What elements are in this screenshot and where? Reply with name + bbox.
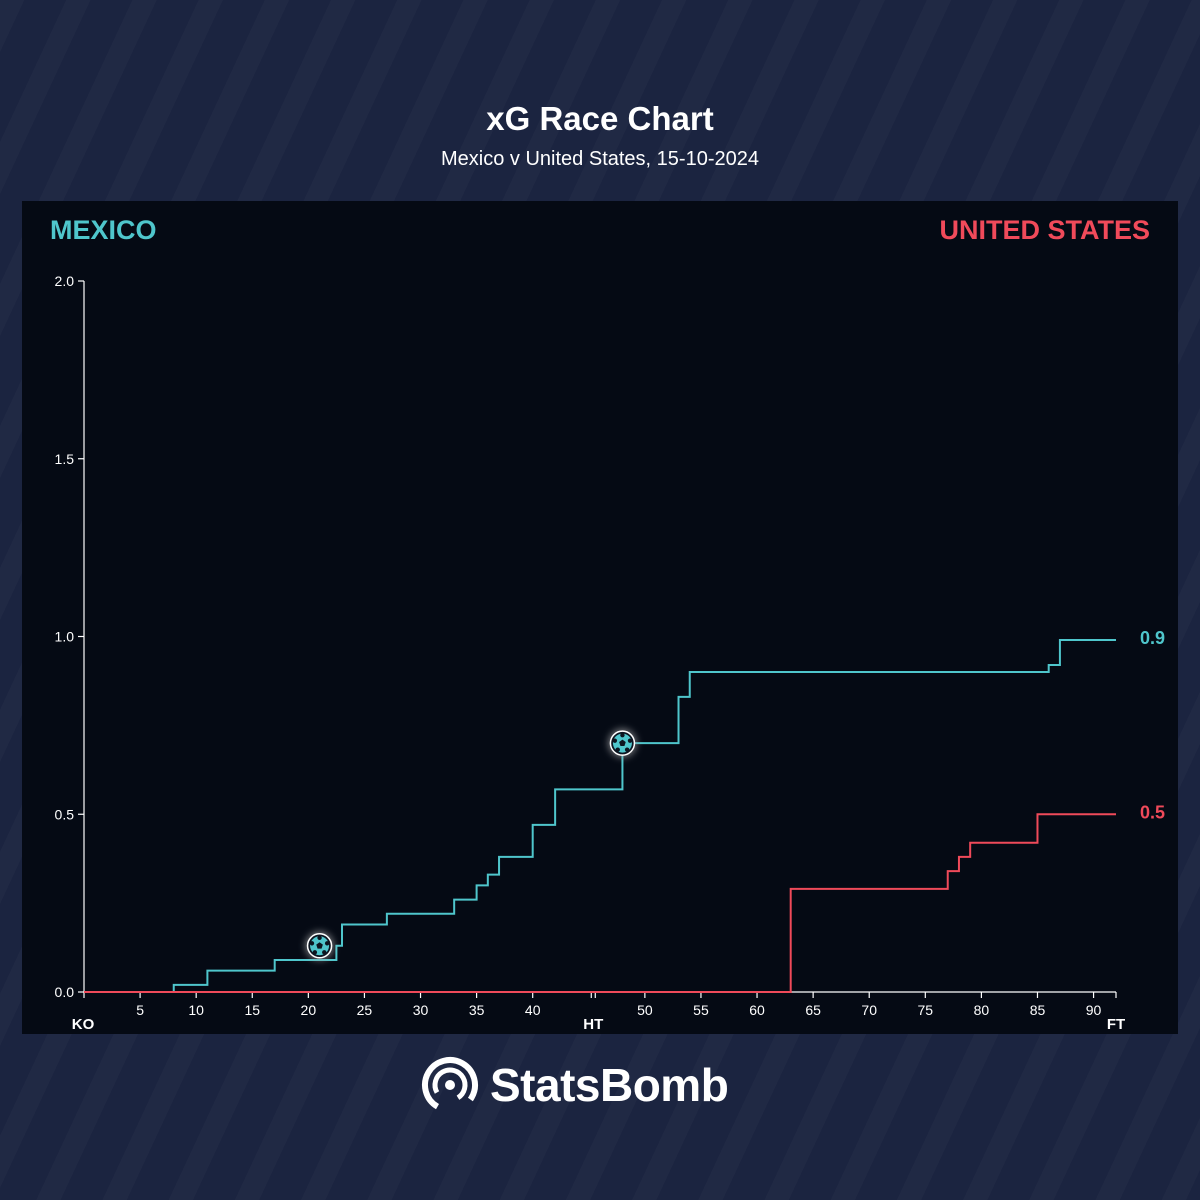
statsbomb-logo-icon [422, 1057, 478, 1113]
x-tick-label: 40 [525, 1002, 541, 1018]
x-tick-label: 75 [918, 1002, 934, 1018]
goal-ball-patch [312, 950, 318, 955]
goal-ball-patch [324, 941, 330, 946]
x-tick-label: 85 [1030, 1002, 1046, 1018]
goal-ball-patch [317, 935, 322, 940]
series-end-label: 0.9 [1140, 628, 1165, 648]
goal-ball-patch [620, 732, 625, 738]
x-tick-label: FT [1107, 1016, 1125, 1033]
team-label-away: UNITED STATES [939, 215, 1150, 245]
goal-ball-patch [316, 942, 323, 949]
x-tick-label: 70 [861, 1002, 877, 1018]
brand-name: StatsBomb [490, 1059, 729, 1111]
x-tick-label: 20 [301, 1002, 317, 1018]
x-tick-label: 50 [637, 1002, 653, 1018]
goal-ball-patch [624, 747, 630, 752]
team-label-home: MEXICO [50, 215, 157, 245]
y-tick-label: 2.0 [55, 273, 75, 289]
series-line-united-states [84, 813, 1116, 993]
x-tick-label: 15 [244, 1002, 260, 1018]
goal-ball-icon [609, 730, 636, 756]
goal-ball-patch [612, 738, 618, 743]
goal-ball-patch [627, 738, 633, 743]
x-tick-label: KO [72, 1016, 95, 1033]
goal-ball-patch [619, 739, 626, 746]
series-line-mexico [84, 639, 1116, 993]
chart-title: xG Race Chart [486, 100, 714, 137]
x-tick-label: 25 [357, 1002, 373, 1018]
x-tick-label: HT [583, 1016, 603, 1033]
x-tick-label: 10 [188, 1002, 204, 1018]
x-tick-label: 90 [1086, 1002, 1102, 1018]
x-tick-label: 80 [974, 1002, 990, 1018]
y-tick-label: 1.5 [55, 451, 75, 467]
x-tick-label: 5 [136, 1002, 144, 1018]
goal-ball-patch [322, 950, 327, 955]
x-tick-label: 35 [469, 1002, 485, 1018]
goal-ball-patch [615, 747, 620, 752]
y-tick-label: 0.5 [55, 806, 75, 822]
axes: 0.0 0.5 1.0 1.5 2.0 KO 5 10 15 20 25 30 35 40 HT 50 55 60… [55, 273, 1126, 1033]
y-tick-label: 0.0 [55, 984, 75, 1000]
chart-subtitle: Mexico v United States, 15-10-2024 [441, 148, 759, 170]
x-tick-label: 60 [749, 1002, 765, 1018]
series-end-label: 0.5 [1140, 802, 1165, 822]
x-tick-label: 55 [693, 1002, 709, 1018]
y-tick-label: 1.0 [55, 629, 75, 645]
x-tick-label: 30 [413, 1002, 429, 1018]
series-layer [84, 639, 1116, 993]
goal-ball-patch [309, 941, 315, 946]
x-tick-label: 65 [805, 1002, 821, 1018]
statsbomb-logo: StatsBomb [420, 1055, 729, 1115]
chart-panel [22, 201, 1178, 1034]
end-labels: 0.9 0.5 [1140, 628, 1165, 822]
goal-ball-icon [306, 933, 333, 959]
